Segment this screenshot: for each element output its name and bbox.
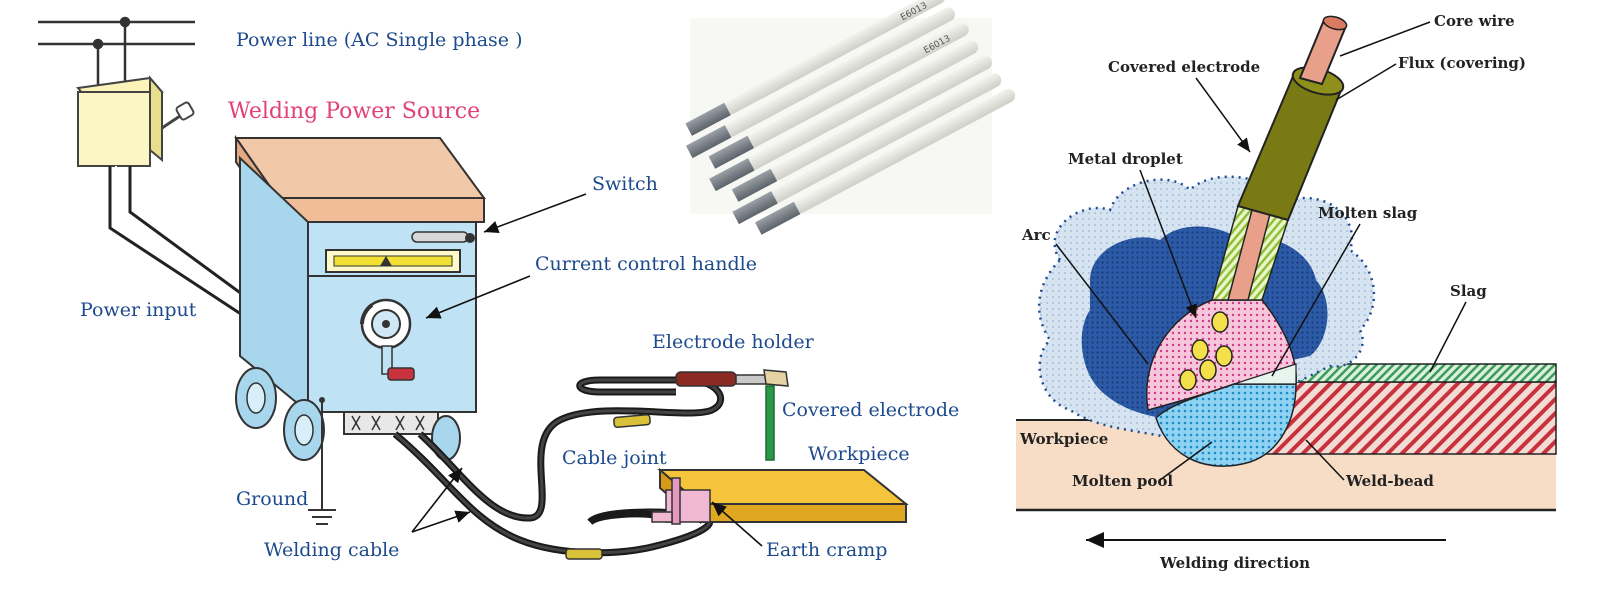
molten-pool-label: Molten pool xyxy=(1072,472,1173,490)
covered-electrode-rod xyxy=(765,385,775,461)
welding-cable-label: Welding cable xyxy=(264,539,399,561)
covered-electrode-label-right: Covered electrode xyxy=(1108,58,1260,76)
welding-power-source xyxy=(234,134,486,461)
welding-power-source-label: Welding Power Source xyxy=(228,99,480,124)
metal-droplet-label: Metal droplet xyxy=(1068,150,1183,168)
workpiece-label-right: Workpiece xyxy=(1019,430,1108,448)
weld-bead-label: Weld-bead xyxy=(1345,472,1434,490)
covered-electrode-label: Covered electrode xyxy=(782,399,959,421)
workpiece-label: Workpiece xyxy=(808,443,910,465)
core-wire-label: Core wire xyxy=(1434,12,1515,30)
cable-joint-label: Cable joint xyxy=(562,447,667,469)
molten-pool xyxy=(1155,383,1297,467)
molten-slag-zone xyxy=(1233,363,1297,385)
power-line-wires xyxy=(38,16,195,88)
left-leader-lines xyxy=(411,193,763,547)
ground-symbol xyxy=(308,400,336,525)
molten-slag-label: Molten slag xyxy=(1318,204,1418,222)
electrode-bundle-photo: E6013 E6013 xyxy=(685,0,1016,235)
current-control-handle-label: Current control handle xyxy=(535,253,757,275)
workpiece-plate xyxy=(657,467,909,525)
power-line-label: Power line (AC Single phase ) xyxy=(236,29,523,51)
power-input-cable xyxy=(108,166,251,322)
ground-label: Ground xyxy=(236,488,308,510)
switch-label: Switch xyxy=(592,173,658,195)
earth-cramp xyxy=(651,477,711,525)
slag-layer xyxy=(1295,363,1557,383)
electrode-holder-label: Electrode holder xyxy=(652,331,815,353)
disconnect-switch-box xyxy=(76,75,195,167)
welding-direction-label: Welding direction xyxy=(1159,554,1310,572)
electrode-cross-section xyxy=(1211,15,1348,301)
electrode-holder xyxy=(675,369,789,387)
power-input-label: Power input xyxy=(80,299,197,321)
flux-label: Flux (covering) xyxy=(1398,54,1526,72)
earth-cramp-label: Earth cramp xyxy=(766,539,887,561)
arc-label: Arc xyxy=(1021,226,1051,244)
right-leader-lines xyxy=(1055,21,1467,481)
slag-label: Slag xyxy=(1450,282,1487,300)
